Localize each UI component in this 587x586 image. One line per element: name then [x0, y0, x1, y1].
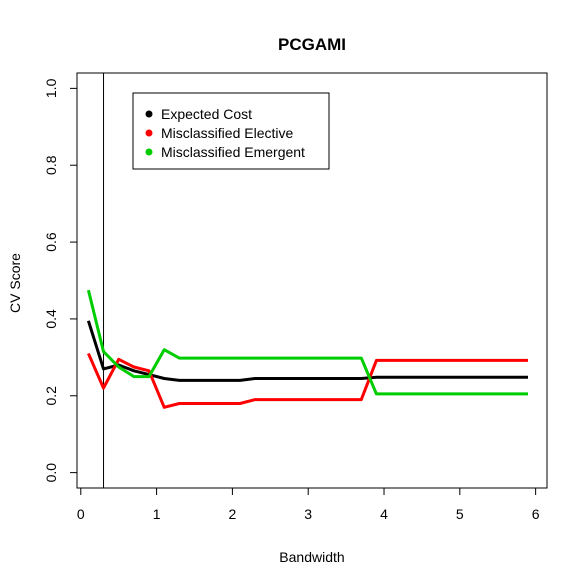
- x-tick-label: 1: [153, 506, 161, 522]
- x-tick-label: 3: [304, 506, 312, 522]
- x-axis-label: Bandwidth: [279, 549, 344, 565]
- series-line-1: [87, 352, 528, 409]
- y-tick-label: 0.2: [43, 386, 59, 406]
- series-line-2: [86, 289, 528, 396]
- x-tick-label: 2: [229, 506, 237, 522]
- plot-area: [86, 73, 528, 488]
- y-tick-label: 0.6: [43, 232, 59, 252]
- series-line-0: [86, 320, 528, 382]
- legend-marker: [145, 110, 153, 118]
- y-tick-label: 0.0: [43, 463, 59, 483]
- legend-label: Expected Cost: [161, 106, 252, 122]
- y-tick-label: 0.8: [43, 155, 59, 175]
- x-tick-label: 6: [532, 506, 540, 522]
- legend-label: Misclassified Elective: [161, 125, 293, 141]
- x-tick-label: 4: [380, 506, 388, 522]
- legend: Expected Cost Misclassified Elective Miscl…: [132, 92, 330, 170]
- legend-marker: [145, 129, 153, 137]
- x-tick-label: 0: [77, 506, 85, 522]
- chart-title: PCGAMI: [278, 35, 346, 54]
- x-tick-label: 5: [456, 506, 464, 522]
- legend-label: Misclassified Emergent: [161, 144, 305, 160]
- legend-box: [132, 92, 330, 170]
- x-axis: 0 1 2 3 4 5 6: [77, 487, 540, 522]
- y-tick-label: 1.0: [43, 78, 59, 98]
- y-axis-label: CV Score: [7, 253, 23, 313]
- y-axis: 0.0 0.2 0.4 0.6 0.8 1.0: [43, 78, 78, 483]
- y-tick-label: 0.4: [43, 309, 59, 329]
- legend-marker: [145, 148, 153, 156]
